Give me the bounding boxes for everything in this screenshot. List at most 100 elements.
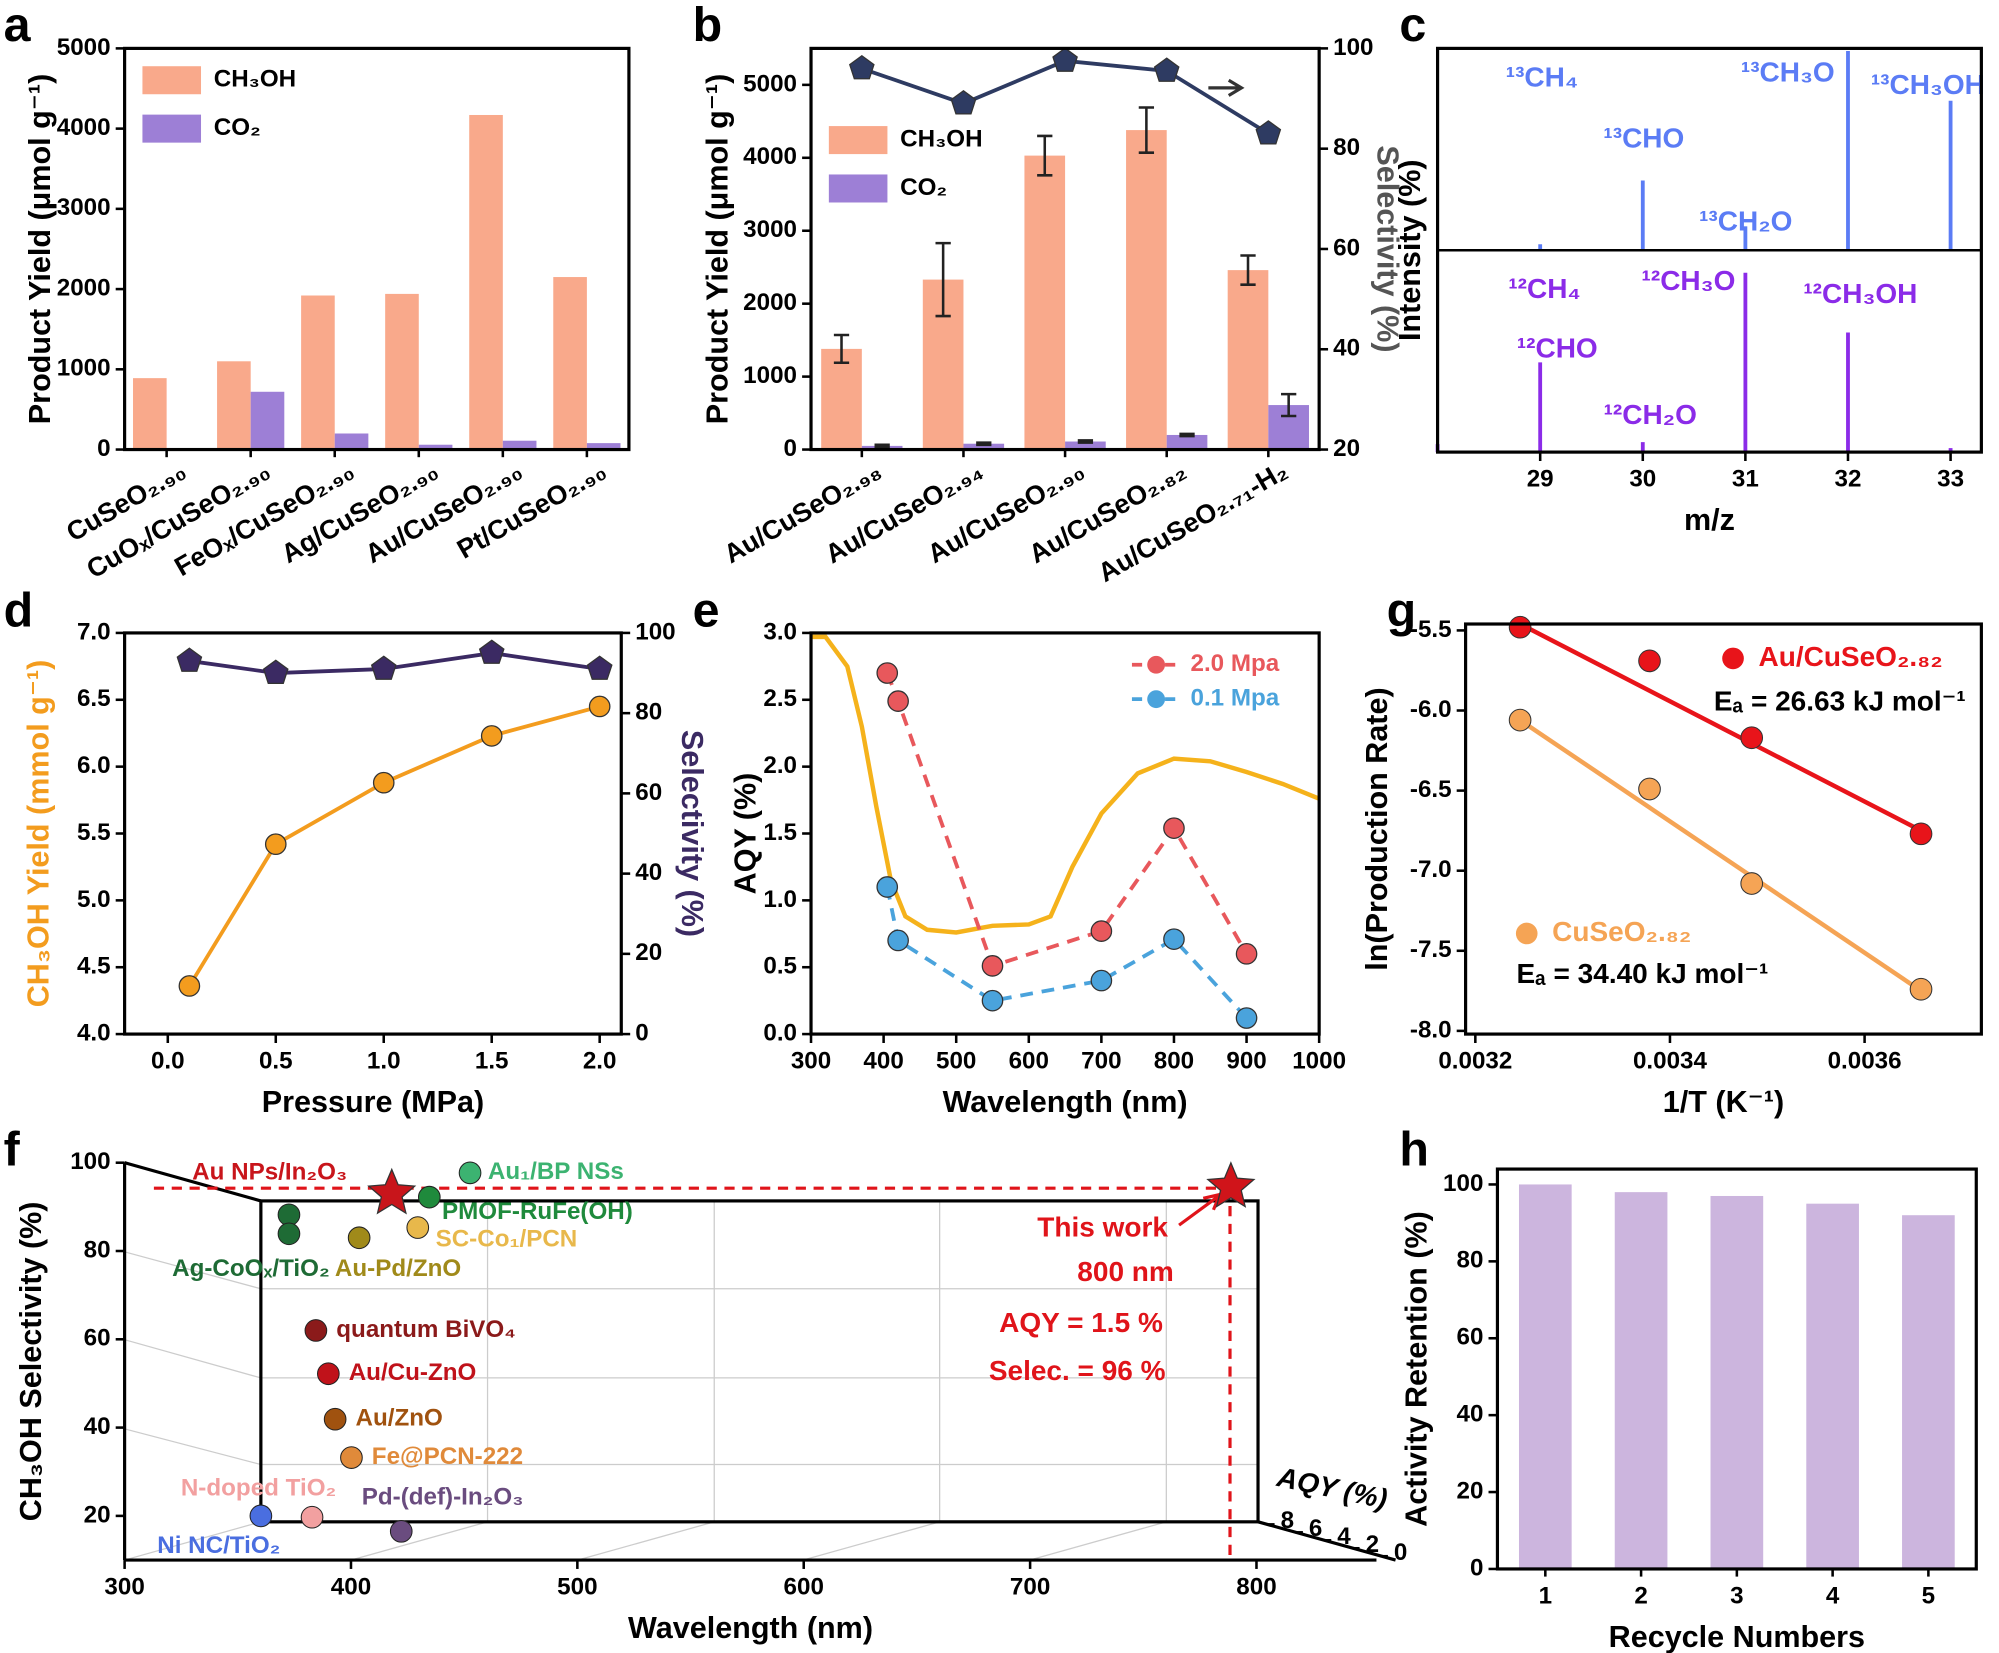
legend-label: CuSeO₂.₈₂ <box>1552 916 1691 947</box>
tick-label: 100 <box>1443 1170 1483 1197</box>
marker <box>887 690 909 712</box>
panel-label: a <box>4 0 32 52</box>
legend-swatch <box>142 114 202 143</box>
peak-label: ¹²CH₃OH <box>1803 278 1917 309</box>
bar <box>1065 441 1106 450</box>
marker <box>876 662 899 684</box>
tick-label: 300 <box>104 1573 144 1600</box>
series-line <box>187 704 601 987</box>
tick-label: 100 <box>635 618 675 645</box>
plot-frame <box>809 46 1321 452</box>
bar <box>502 440 537 450</box>
marker <box>1909 822 1933 846</box>
tick-label: 2.5 <box>763 685 797 712</box>
tick-label: 2.0 <box>583 1047 617 1074</box>
bar <box>586 443 621 450</box>
marker <box>1090 969 1113 992</box>
tick-label: 20 <box>1457 1477 1484 1504</box>
x-tick-label: Au/CuSeO₂.₇₁-H₂ <box>1093 455 1293 588</box>
marker <box>417 1185 441 1209</box>
tick-label: 0.5 <box>763 953 797 980</box>
bar <box>1614 1192 1668 1569</box>
plot-frame <box>123 46 631 452</box>
marker <box>249 1504 273 1528</box>
tick-label: 5.5 <box>77 819 111 846</box>
tick-label: 100 <box>70 1148 110 1175</box>
tick-label: 300 <box>791 1047 831 1074</box>
x-tick-label: 2 <box>1634 1582 1647 1609</box>
frame-3d <box>123 1161 1396 1562</box>
point-label: Au/ZnO <box>356 1405 443 1432</box>
marker <box>950 90 977 115</box>
tick-label: 2.0 <box>763 752 797 779</box>
marker <box>1163 817 1185 839</box>
tick-label: 800 <box>1236 1573 1276 1600</box>
point-label: Au NPs/In₂O₃ <box>192 1159 347 1186</box>
tick-label: 60 <box>1457 1324 1484 1351</box>
y2-axis-label: Selectivity (%) <box>675 730 709 937</box>
bar <box>1166 434 1208 450</box>
annotation: Eₐ = 34.40 kJ mol⁻¹ <box>1517 958 1769 989</box>
tick-label: 80 <box>1333 134 1360 161</box>
tick-label: 31 <box>1732 465 1759 492</box>
tick-label: 0 <box>97 435 110 462</box>
y-axis-label: Product Yield (μmol g⁻¹) <box>23 74 57 424</box>
tick-label: 2000 <box>743 289 797 316</box>
tick-label: 0.0 <box>151 1047 185 1074</box>
marker <box>1153 57 1180 82</box>
tick-label: 60 <box>84 1325 111 1352</box>
error-bar <box>1179 432 1195 438</box>
peak-label: ¹³CH₂O <box>1699 205 1792 236</box>
marker <box>340 1446 363 1469</box>
marker <box>848 54 875 80</box>
fit-line <box>1518 718 1923 993</box>
marker <box>1909 977 1933 1001</box>
y-axis-label: Activity Retention (%) <box>1400 1211 1434 1527</box>
tick-label: 0 <box>1470 1554 1483 1581</box>
marker <box>370 655 397 680</box>
peak-label: ¹²CH₂O <box>1604 399 1697 430</box>
marker <box>277 1203 301 1227</box>
y2-axis-label: Selectivity (%) <box>1370 145 1404 352</box>
panel-label: e <box>693 584 720 638</box>
peak-label: ¹³CH₃O <box>1741 56 1835 87</box>
legend-label: 0.1 Mpa <box>1191 685 1280 712</box>
x-axis-label: m/z <box>1684 503 1735 537</box>
error-bar <box>1281 392 1297 418</box>
tick-label: 0.0034 <box>1633 1047 1708 1074</box>
panel-label: c <box>1399 0 1426 52</box>
tick-label: 80 <box>1457 1247 1484 1274</box>
plot-frame <box>1464 622 1983 1036</box>
error-bar <box>935 241 951 318</box>
x-axis-label: Wavelength (nm) <box>943 1085 1188 1119</box>
tick-label: 800 <box>1154 1047 1194 1074</box>
tick-label: 80 <box>84 1236 111 1263</box>
marker <box>323 1407 347 1431</box>
tick-label: 5000 <box>57 34 111 61</box>
bar <box>217 361 251 450</box>
tick-label: 60 <box>635 779 662 806</box>
tick-label: 1000 <box>57 355 111 382</box>
legend-swatch <box>828 174 888 203</box>
tick-label: 0.0 <box>763 1019 797 1046</box>
marker <box>1740 726 1764 750</box>
tick-label: 1000 <box>1292 1047 1346 1074</box>
marker <box>1638 777 1661 801</box>
bar <box>250 391 285 450</box>
tick-label: 40 <box>1333 335 1360 362</box>
tick-label: 0 <box>1394 1539 1407 1566</box>
error-bar <box>1240 254 1256 286</box>
marker <box>1740 872 1764 895</box>
y-axis-label: Intensity (%) <box>1393 159 1427 341</box>
tick-label: 400 <box>331 1573 371 1600</box>
marker <box>588 695 611 718</box>
tick-label: 3000 <box>743 216 797 243</box>
bar <box>1806 1203 1859 1569</box>
marker <box>478 639 505 664</box>
peak-label: ¹²CHO <box>1517 333 1598 364</box>
point-label: Au/Cu-ZnO <box>349 1359 477 1386</box>
tick-label: -5.5 <box>1410 616 1452 643</box>
legend-label: CO₂ <box>214 114 261 141</box>
error-bar <box>1138 106 1155 154</box>
